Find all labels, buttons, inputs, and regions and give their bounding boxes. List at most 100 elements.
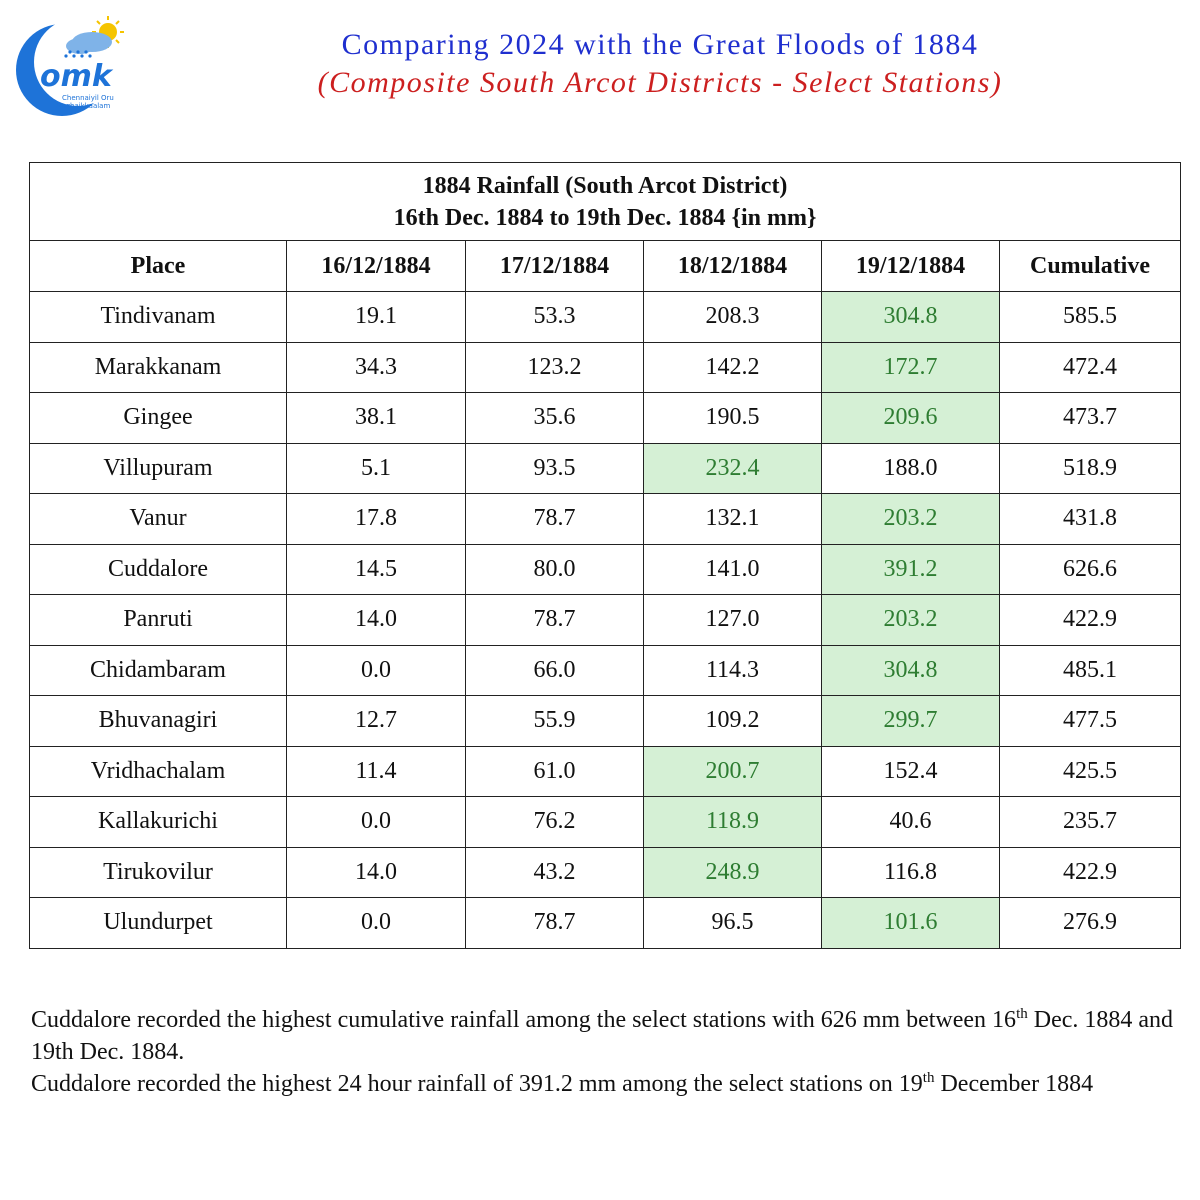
table-row: Tirukovilur 14.0 43.2 248.9 116.8 422.9 [29,846,1182,898]
rainfall-table: 1884 Rainfall (South Arcot District) 16t… [28,162,1182,949]
rainfall-cell-d17: 123.2 [465,341,644,393]
rainfall-cell-d19: 299.7 [821,695,1000,747]
table-body: Tindivanam 19.1 53.3 208.3 304.8 585.5 Marakka… [29,291,1182,949]
cumulative-cell: 626.6 [998,543,1182,595]
rainfall-cell-d19: 101.6 [821,897,1000,949]
rainfall-cell-d18: 248.9 [643,846,822,898]
table-row: Kallakurichi 0.0 76.2 118.9 40.6 235.7 [29,796,1182,848]
place-cell: Ulundurpet [29,897,287,949]
cumulative-cell: 422.9 [998,594,1182,646]
title-block: Comparing 2024 with the Great Floods of … [150,28,1170,100]
rainfall-cell-d16: 12.7 [286,695,466,747]
place-cell: Marakkanam [29,341,287,393]
rainfall-cell-d16: 38.1 [286,392,466,444]
rainfall-cell-d18: 141.0 [643,543,822,595]
table-row: Vanur 17.8 78.7 132.1 203.2 431.8 [29,493,1182,545]
rainfall-cell-d19: 188.0 [821,442,1000,494]
svg-text:Mazhaikkaalam: Mazhaikkaalam [56,102,110,110]
table-caption-line2: 16th Dec. 1884 to 19th Dec. 1884 {in mm} [393,204,817,231]
cumulative-cell: 473.7 [998,392,1182,444]
table-row: Panruti 14.0 78.7 127.0 203.2 422.9 [29,594,1182,646]
rainfall-cell-d19: 152.4 [821,745,1000,797]
rainfall-cell-d18: 142.2 [643,341,822,393]
rainfall-cell-d17: 76.2 [465,796,644,848]
place-cell: Vanur [29,493,287,545]
header-place: Place [29,240,287,292]
table-row: Ulundurpet 0.0 78.7 96.5 101.6 276.9 [29,897,1182,949]
cumulative-cell: 477.5 [998,695,1182,747]
header-date-16: 16/12/1884 [286,240,466,292]
place-cell: Cuddalore [29,543,287,595]
table-row: Vridhachalam 11.4 61.0 200.7 152.4 425.5 [29,745,1182,797]
cumulative-cell: 485.1 [998,644,1182,696]
rainfall-cell-d17: 35.6 [465,392,644,444]
rainfall-cell-d16: 11.4 [286,745,466,797]
table-caption-line1: 1884 Rainfall (South Arcot District) [422,172,788,199]
place-cell: Panruti [29,594,287,646]
page-subtitle: (Composite South Arcot Districts - Selec… [317,66,1003,99]
rainfall-cell-d19: 40.6 [821,796,1000,848]
rainfall-cell-d19: 304.8 [821,644,1000,696]
rainfall-cell-d18: 118.9 [643,796,822,848]
omk-logo: omk Chennaiyil Oru Mazhaikkaalam [16,16,124,116]
rainfall-cell-d16: 0.0 [286,897,466,949]
place-cell: Villupuram [29,442,287,494]
rainfall-cell-d19: 172.7 [821,341,1000,393]
rainfall-cell-d17: 78.7 [465,493,644,545]
rainfall-cell-d18: 208.3 [643,291,822,343]
rainfall-cell-d16: 17.8 [286,493,466,545]
rainfall-cell-d16: 0.0 [286,796,466,848]
rainfall-cell-d19: 209.6 [821,392,1000,444]
rainfall-cell-d17: 53.3 [465,291,644,343]
rainfall-cell-d18: 96.5 [643,897,822,949]
logo-text: omk [40,59,114,94]
table-row: Bhuvanagiri 12.7 55.9 109.2 299.7 477.5 [29,695,1182,747]
table-row: Tindivanam 19.1 53.3 208.3 304.8 585.5 [29,291,1182,343]
place-cell: Chidambaram [29,644,287,696]
cumulative-cell: 422.9 [998,846,1182,898]
table-row: Cuddalore 14.5 80.0 141.0 391.2 626.6 [29,543,1182,595]
place-cell: Kallakurichi [29,796,287,848]
notes: Cuddalore recorded the highest cumulativ… [31,1004,1181,1100]
rainfall-cell-d16: 14.5 [286,543,466,595]
table-row: Chidambaram 0.0 66.0 114.3 304.8 485.1 [29,644,1182,696]
rainfall-cell-d18: 200.7 [643,745,822,797]
cumulative-cell: 276.9 [998,897,1182,949]
rainfall-cell-d17: 93.5 [465,442,644,494]
rainfall-cell-d17: 43.2 [465,846,644,898]
cumulative-cell: 425.5 [998,745,1182,797]
svg-text:Chennaiyil Oru: Chennaiyil Oru [62,94,114,102]
rainfall-cell-d16: 14.0 [286,594,466,646]
rainfall-cell-d19: 304.8 [821,291,1000,343]
header-date-17: 17/12/1884 [465,240,644,292]
place-cell: Gingee [29,392,287,444]
rainfall-cell-d19: 203.2 [821,594,1000,646]
header-date-18: 18/12/1884 [643,240,822,292]
rainfall-cell-d16: 5.1 [286,442,466,494]
rainfall-table-container: 1884 Rainfall (South Arcot District) 16t… [28,162,1182,949]
table-header-row: Place 16/12/1884 17/12/1884 18/12/1884 1… [29,240,1182,292]
rainfall-cell-d17: 78.7 [465,897,644,949]
rainfall-cell-d18: 232.4 [643,442,822,494]
rainfall-cell-d17: 66.0 [465,644,644,696]
note-24hour: Cuddalore recorded the highest 24 hour r… [31,1070,1094,1098]
table-row: Villupuram 5.1 93.5 232.4 188.0 518.9 [29,442,1182,494]
rainfall-cell-d17: 80.0 [465,543,644,595]
rainfall-cell-d18: 132.1 [643,493,822,545]
rainfall-cell-d19: 391.2 [821,543,1000,595]
rainfall-cell-d17: 55.9 [465,695,644,747]
cumulative-cell: 518.9 [998,442,1182,494]
rainfall-cell-d16: 34.3 [286,341,466,393]
header-date-19: 19/12/1884 [821,240,1000,292]
cumulative-cell: 472.4 [998,341,1182,393]
place-cell: Bhuvanagiri [29,695,287,747]
rainfall-cell-d18: 109.2 [643,695,822,747]
cumulative-cell: 235.7 [998,796,1182,848]
rainfall-cell-d19: 203.2 [821,493,1000,545]
place-cell: Tindivanam [29,291,287,343]
rainfall-cell-d18: 127.0 [643,594,822,646]
rainfall-cell-d17: 61.0 [465,745,644,797]
rainfall-cell-d18: 190.5 [643,392,822,444]
rainfall-cell-d16: 0.0 [286,644,466,696]
cumulative-cell: 585.5 [998,291,1182,343]
